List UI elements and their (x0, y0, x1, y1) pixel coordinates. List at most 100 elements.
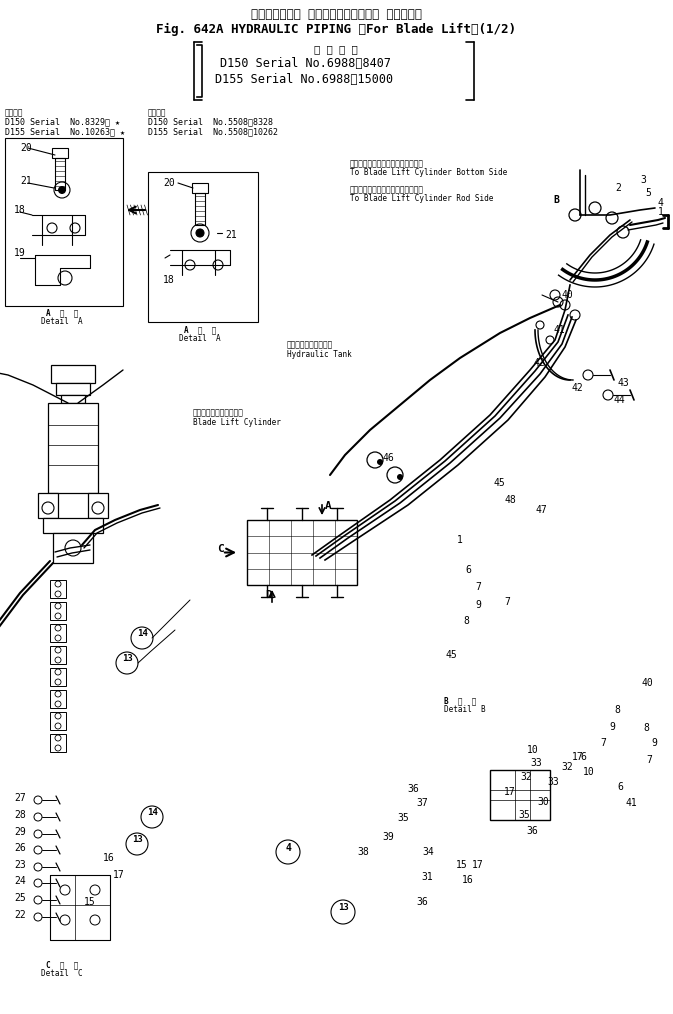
Text: 27: 27 (14, 793, 26, 803)
Text: 29: 29 (14, 827, 26, 837)
Text: 14: 14 (147, 808, 157, 817)
Bar (192, 183, 208, 193)
Text: 6: 6 (617, 782, 623, 792)
Text: Hydraulic Tank: Hydraulic Tank (287, 350, 352, 359)
Text: D150 Serial No.6988～8407: D150 Serial No.6988～8407 (220, 57, 391, 70)
Bar (50, 580, 66, 598)
Text: Detail  B: Detail B (444, 705, 486, 714)
Text: 23: 23 (14, 860, 26, 870)
Text: 17: 17 (504, 787, 516, 797)
Text: 17: 17 (113, 870, 125, 880)
Bar (5, 138, 123, 306)
Text: 28: 28 (14, 810, 26, 820)
Text: C  詳  細: C 詳 細 (46, 960, 78, 969)
Text: 3: 3 (640, 175, 646, 185)
Text: 8: 8 (463, 615, 469, 626)
Text: 15: 15 (84, 897, 96, 907)
Text: 25: 25 (14, 893, 26, 903)
Text: ハイドロリックタンク: ハイドロリックタンク (287, 340, 333, 349)
Text: 18: 18 (14, 205, 26, 215)
Text: 7: 7 (646, 755, 652, 765)
Text: 35: 35 (397, 813, 409, 823)
Text: To Blade Lift Cylinder Bottom Side: To Blade Lift Cylinder Bottom Side (350, 168, 507, 177)
Bar (50, 668, 66, 686)
Bar (148, 172, 258, 322)
Bar (50, 712, 66, 730)
Circle shape (397, 474, 403, 480)
Text: Fig. 642A HYDRAULIC PIPING 〈For Blade Lift〉(1/2): Fig. 642A HYDRAULIC PIPING 〈For Blade Li… (156, 23, 516, 37)
Text: 41: 41 (625, 798, 637, 808)
Text: 7: 7 (504, 597, 510, 607)
Text: 21: 21 (20, 176, 32, 186)
Text: C: C (217, 545, 223, 555)
Bar (50, 734, 66, 752)
Text: 46: 46 (382, 453, 394, 463)
Text: 44: 44 (614, 395, 626, 405)
Text: 33: 33 (530, 758, 542, 768)
Text: 37: 37 (416, 798, 428, 808)
Text: 39: 39 (382, 832, 394, 842)
Text: 適用号機: 適用号機 (148, 108, 166, 117)
Text: 34: 34 (422, 847, 434, 857)
Text: 4: 4 (657, 198, 663, 208)
Text: ブレードリフトシリンダロッド側へ: ブレードリフトシリンダロッド側へ (350, 185, 424, 194)
Text: 1: 1 (457, 535, 463, 545)
Bar (38, 493, 58, 518)
Text: D: D (265, 590, 272, 600)
Text: 13: 13 (122, 654, 133, 663)
Text: Detail  A: Detail A (41, 317, 83, 325)
Text: To Blade Lift Cylinder Rod Side: To Blade Lift Cylinder Rod Side (350, 194, 493, 203)
Text: 20: 20 (163, 178, 175, 188)
Text: 適 用 号 機: 適 用 号 機 (314, 44, 358, 54)
Text: A  詳  細: A 詳 細 (46, 308, 78, 317)
Text: A  詳  細: A 詳 細 (184, 325, 216, 334)
Bar (53, 533, 93, 563)
Bar (50, 690, 66, 708)
Bar (61, 395, 85, 403)
Text: 7: 7 (475, 582, 481, 592)
Text: 26: 26 (14, 843, 26, 853)
Text: 19: 19 (14, 248, 26, 258)
Text: 48: 48 (504, 495, 516, 505)
Text: 24: 24 (14, 876, 26, 886)
Text: 5: 5 (645, 188, 651, 198)
Bar (48, 403, 98, 493)
Text: 17: 17 (472, 860, 484, 870)
Bar (247, 520, 357, 585)
Circle shape (58, 186, 66, 194)
Text: 47: 47 (536, 505, 548, 515)
Text: 10: 10 (583, 767, 595, 777)
Bar (50, 624, 66, 642)
Text: 9: 9 (651, 738, 657, 748)
Text: 14: 14 (137, 629, 147, 638)
Bar (43, 518, 103, 533)
Text: D155 Serial  No.10263～ ★: D155 Serial No.10263～ ★ (5, 127, 125, 136)
Text: 36: 36 (416, 897, 428, 907)
Text: 6: 6 (465, 565, 471, 575)
Text: ハイドロリック パイピング（ブレード リフト用）: ハイドロリック パイピング（ブレード リフト用） (250, 8, 421, 21)
Text: 13: 13 (338, 903, 349, 912)
Text: 45: 45 (445, 650, 457, 660)
Text: 36: 36 (526, 826, 538, 836)
Text: 15: 15 (456, 860, 468, 870)
Text: 16: 16 (462, 875, 474, 885)
Text: 22: 22 (14, 910, 26, 920)
Text: 8: 8 (643, 723, 649, 733)
Text: 40: 40 (562, 290, 574, 300)
Bar (52, 148, 68, 158)
Text: 9: 9 (475, 600, 481, 610)
Text: 32: 32 (561, 762, 573, 772)
Text: Detail  C: Detail C (41, 969, 83, 977)
Bar (50, 602, 66, 620)
Text: ブレードリフトシリンダ: ブレードリフトシリンダ (193, 408, 244, 417)
Text: A: A (325, 501, 332, 511)
Text: 16: 16 (103, 853, 115, 863)
Text: D150 Serial  No.8329～ ★: D150 Serial No.8329～ ★ (5, 117, 120, 126)
Text: 9: 9 (609, 722, 615, 732)
Circle shape (196, 229, 204, 237)
Text: 1: 1 (658, 207, 664, 217)
Text: D150 Serial  No.5508～8328: D150 Serial No.5508～8328 (148, 117, 273, 126)
Text: Blade Lift Cylinder: Blade Lift Cylinder (193, 418, 281, 427)
Bar (490, 770, 550, 820)
Text: 32: 32 (520, 772, 532, 782)
